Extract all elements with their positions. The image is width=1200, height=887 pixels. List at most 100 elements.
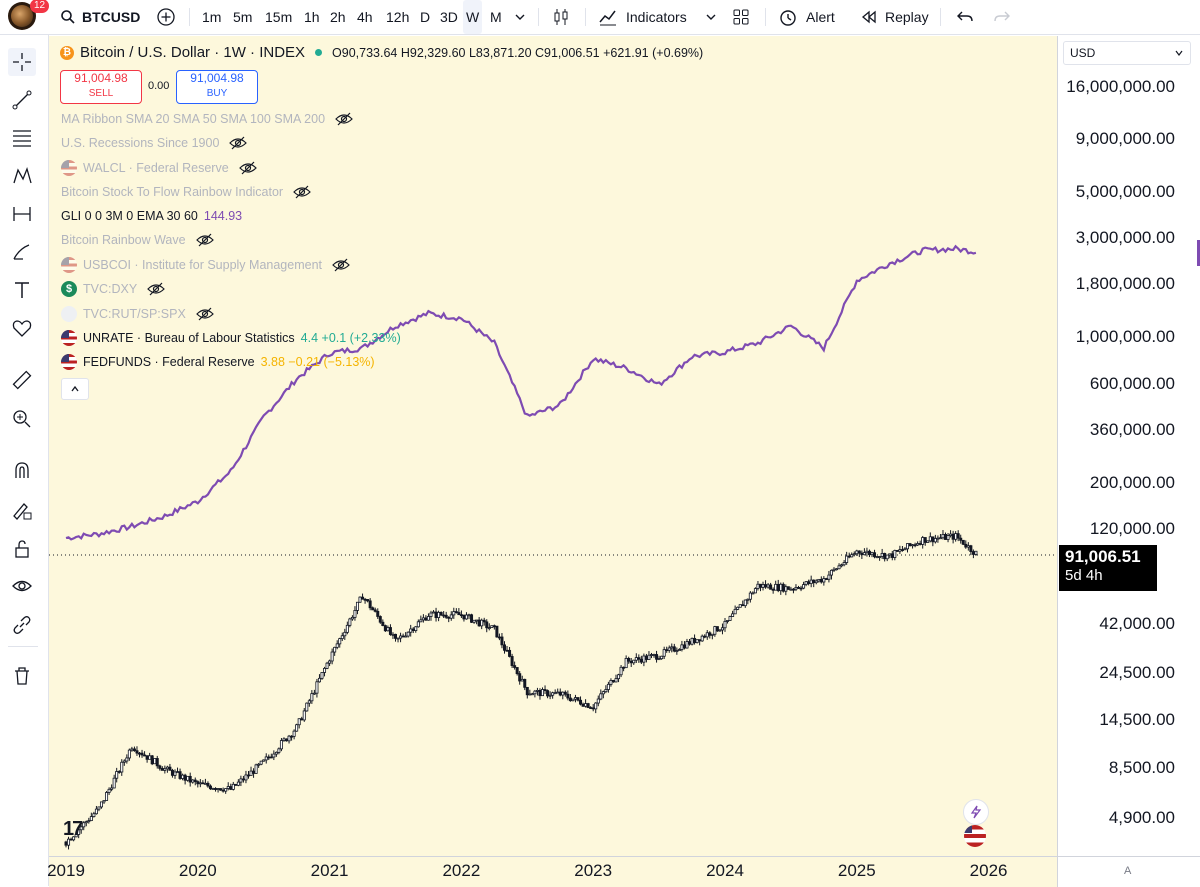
interval-15m[interactable]: 15m [265, 9, 293, 25]
indicator-row[interactable]: USBCOI · Institute for Supply Management [61, 257, 350, 274]
candle-body [338, 638, 342, 645]
visibility-tool[interactable] [8, 572, 36, 600]
indicator-row[interactable]: MA Ribbon SMA 20 SMA 50 SMA 100 SMA 200 [61, 112, 353, 126]
alert-button[interactable]: Alert [778, 0, 835, 34]
candle-body [655, 654, 659, 660]
time-axis[interactable]: 2019 2020 2021 2022 2023 2024 2025 2026 [47, 856, 1057, 887]
indicator-row[interactable]: Bitcoin Stock To Flow Rainbow Indicator [61, 185, 311, 199]
lock-tool[interactable] [8, 535, 36, 563]
economic-events-button[interactable] [964, 825, 986, 852]
text-tool[interactable] [8, 276, 36, 304]
collapse-legend-button[interactable] [61, 378, 89, 400]
candle-body [472, 619, 476, 623]
zoom-tool[interactable] [8, 405, 36, 433]
indicator-row[interactable]: FEDFUNDS · Federal Reserve 3.88 −0.21 (−5… [61, 354, 375, 370]
candle-body [214, 788, 218, 790]
eye-hidden-icon[interactable] [147, 282, 166, 296]
candle-body [168, 766, 172, 771]
interval-2h[interactable]: 2h [330, 9, 346, 25]
indicator-row[interactable]: U.S. Recessions Since 1900 [61, 136, 248, 150]
candle-body [824, 578, 828, 580]
ruler-icon [12, 370, 32, 390]
lock-drawings-tool[interactable] [8, 496, 36, 524]
undo-button[interactable] [956, 0, 974, 34]
candle-body [110, 787, 114, 790]
eye-hidden-icon[interactable] [238, 161, 257, 175]
candle-body [842, 562, 846, 566]
chart-type-button[interactable] [551, 0, 571, 34]
sell-button[interactable]: 91,004.98 SELL [60, 70, 142, 104]
eye-hidden-icon[interactable] [293, 185, 311, 199]
candle-body [637, 657, 641, 660]
eye-hidden-icon[interactable] [195, 307, 214, 321]
interval-12h[interactable]: 12h [386, 9, 410, 25]
indicator-row[interactable]: WALCL · Federal Reserve [61, 160, 257, 177]
symbol-search[interactable]: BTCUSD [60, 0, 140, 34]
interval-d[interactable]: D [420, 9, 431, 25]
interval-w[interactable]: W [463, 0, 483, 34]
eye-hidden-icon[interactable] [195, 233, 214, 247]
candle-body [880, 552, 884, 557]
pattern-tool[interactable] [8, 162, 36, 190]
bar-countdown: 5d 4h [1065, 567, 1103, 584]
interval-1h[interactable]: 1h [304, 9, 320, 25]
flash-button[interactable] [963, 799, 989, 825]
price-tick-label: 600,000.00 [1089, 373, 1175, 393]
indicator-row[interactable]: TVC:RUT/SP:SPX [61, 305, 214, 322]
candle-body [546, 690, 550, 697]
chart-pane[interactable] [49, 36, 1057, 856]
candle-body [964, 543, 968, 548]
interval-4h[interactable]: 4h [357, 9, 373, 25]
unlock-icon [15, 540, 29, 558]
eye-hidden-icon[interactable] [332, 258, 350, 272]
buy-button[interactable]: 91,004.98 BUY [176, 70, 258, 104]
time-tick-label: 2024 [706, 861, 744, 880]
auto-scale-button[interactable]: A [1124, 865, 1132, 877]
time-tick-label: 2021 [310, 861, 349, 880]
currency-selector[interactable]: USD [1063, 41, 1191, 65]
indicators-button[interactable]: Indicators [598, 0, 717, 34]
indicator-row[interactable]: $ TVC:DXY [61, 281, 166, 298]
replay-button[interactable]: Replay [860, 0, 929, 34]
link-tool[interactable] [8, 611, 36, 639]
ruler-tool[interactable] [8, 366, 36, 394]
candle-body [143, 754, 147, 757]
price-scale[interactable]: USD 16,000,000.00 9,000,000.00 5,000,000.0… [1057, 36, 1200, 856]
indicator-row[interactable]: Bitcoin Rainbow Wave [61, 233, 214, 247]
magnet-tool[interactable] [8, 457, 36, 485]
interval-1m[interactable]: 1m [202, 9, 222, 25]
measure-tool[interactable] [8, 200, 36, 228]
currency-label: USD [1070, 46, 1096, 60]
trend-line-tool[interactable] [8, 86, 36, 114]
candle-body [751, 592, 755, 595]
candle-body [682, 644, 686, 649]
interval-dropdown[interactable] [514, 0, 526, 34]
layouts-button[interactable] [731, 0, 751, 34]
candle-body [173, 771, 177, 776]
candle-body [731, 613, 735, 617]
indicator-row[interactable]: UNRATE · Bureau of Labour Statistics 4.4 … [61, 329, 401, 346]
compare-button[interactable] [156, 0, 176, 34]
candle-body [79, 826, 83, 831]
candle-body [295, 724, 299, 732]
fib-tool[interactable] [8, 124, 36, 152]
indicator-label: TVC:DXY [83, 282, 138, 297]
redo-button[interactable] [993, 0, 1011, 34]
interval-5m[interactable]: 5m [233, 9, 253, 25]
interval-3d[interactable]: 3D [440, 9, 458, 25]
icon-tool[interactable] [8, 314, 36, 342]
candle-body [406, 631, 410, 637]
eye-hidden-icon[interactable] [229, 136, 248, 150]
candle-body [274, 751, 278, 755]
crosshair-tool[interactable] [8, 48, 36, 76]
candle-body [576, 697, 580, 701]
interval-m[interactable]: M [490, 9, 502, 25]
user-avatar[interactable]: 12 [8, 0, 50, 30]
eye-hidden-icon[interactable] [335, 112, 353, 126]
indicator-row[interactable]: GLI 0 0 3M 0 EMA 30 60 144.93 [61, 209, 242, 223]
candle-body [432, 611, 436, 614]
candle-body [525, 686, 529, 696]
brush-tool[interactable] [8, 238, 36, 266]
candle-body [921, 537, 925, 545]
remove-drawings-tool[interactable] [8, 662, 36, 690]
